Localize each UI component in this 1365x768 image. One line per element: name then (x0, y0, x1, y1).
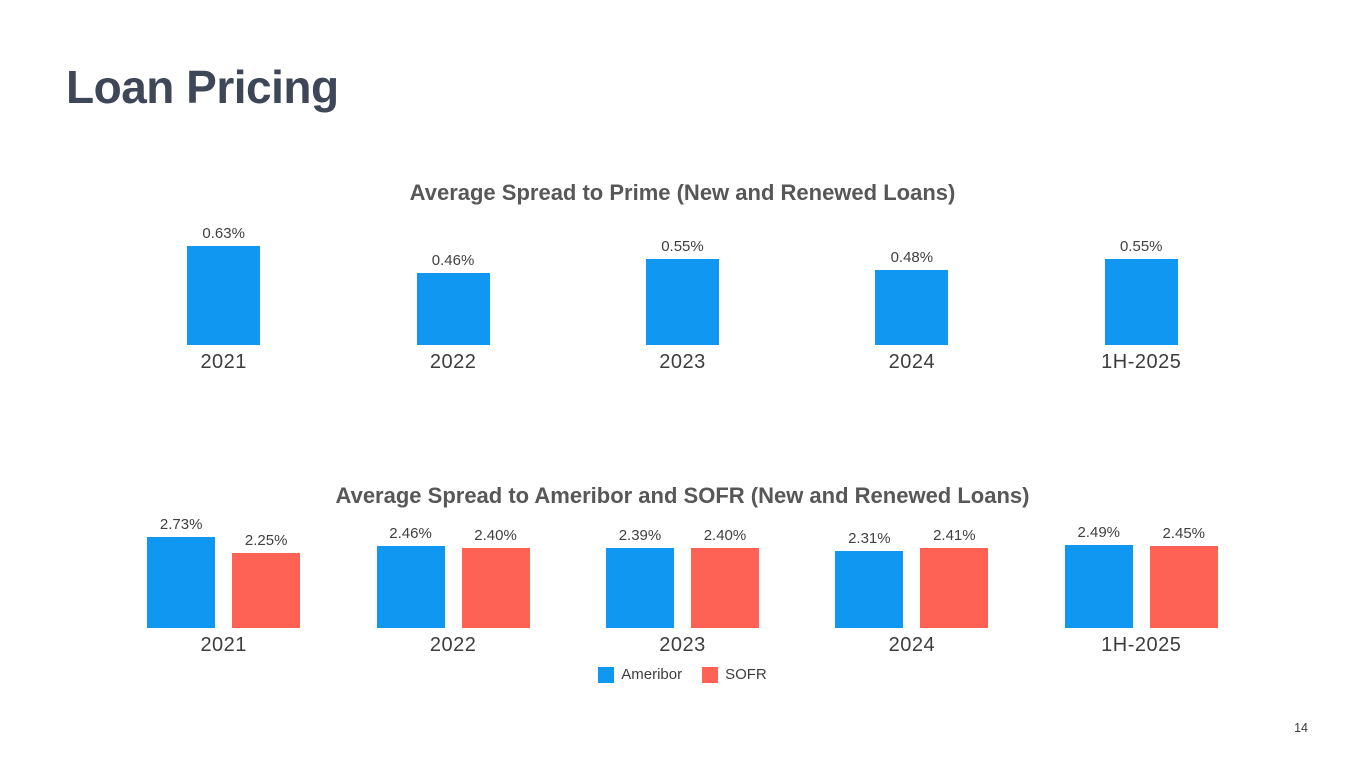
category-label: 2021 (200, 351, 247, 373)
bar-wrap: 2.49% (1064, 524, 1133, 628)
bars-row: 2.39% 2.40% (605, 516, 759, 628)
chart-spread-to-prime: Average Spread to Prime (New and Renewed… (109, 181, 1256, 374)
bar (187, 246, 261, 345)
bar-wrap: 2.41% (920, 527, 989, 628)
chart-legend: Ameribor SOFR (109, 666, 1256, 683)
bars-row: 2.31% 2.41% (835, 516, 989, 628)
chart-title-spread-to-prime: Average Spread to Prime (New and Renewed… (409, 180, 956, 205)
page-number: 14 (1294, 721, 1308, 735)
category-label: 2023 (659, 351, 706, 373)
bar-value-label: 2.49% (1077, 524, 1121, 541)
bar (147, 537, 216, 628)
bar-wrap: 0.55% (1104, 238, 1178, 345)
bar-wrap: 0.48% (875, 249, 949, 345)
bar-value-label: 2.39% (618, 527, 662, 544)
bar (1064, 545, 1133, 628)
category-label: 2024 (888, 634, 936, 656)
bars-row: 0.55% (645, 224, 719, 345)
bars-row: 2.46% 2.40% (376, 516, 530, 628)
bar-value-label: 2.46% (389, 525, 432, 542)
bars-row: 0.48% (875, 224, 949, 345)
bar (1104, 259, 1178, 345)
bar (920, 548, 989, 628)
bar-wrap: 0.55% (645, 238, 719, 345)
page-title: Loan Pricing (66, 61, 339, 113)
bar-wrap: 2.25% (232, 532, 301, 628)
category-label: 1H-2025 (1101, 634, 1182, 656)
legend-item: SOFR (702, 666, 767, 683)
bar-value-label: 0.55% (661, 238, 704, 255)
bars-row: 0.46% (416, 224, 490, 345)
bar-value-label: 2.31% (848, 530, 891, 547)
category-label: 2023 (659, 634, 706, 656)
bar (875, 270, 949, 345)
category-label: 2021 (200, 634, 247, 656)
bar (232, 553, 301, 628)
bar-group: 0.55% 2023 (568, 224, 797, 374)
bar-wrap: 2.40% (461, 527, 530, 628)
bar-wrap: 2.45% (1149, 525, 1218, 628)
bars-row: 2.49% 2.45% (1064, 516, 1218, 628)
bar-wrap: 0.63% (187, 225, 261, 345)
category-label: 2022 (429, 351, 477, 373)
bar-value-label: 0.55% (1119, 238, 1163, 255)
bar-group: 2.46% 2.40% 2022 (338, 516, 567, 657)
bar-value-label: 2.73% (159, 516, 203, 533)
bar (1149, 546, 1218, 628)
bar (461, 548, 530, 628)
bar-group: 2.73% 2.25% 2021 (109, 516, 338, 657)
bar (645, 259, 719, 345)
bar-value-label: 2.25% (244, 532, 288, 549)
bar-wrap: 0.46% (416, 252, 490, 345)
bar-plot-spread-to-prime: 0.63% 2021 0.46% 2022 0.55% 2023 0.48% 2024 0.55… (109, 224, 1256, 374)
bar-value-label: 0.46% (431, 252, 475, 269)
chart-spread-to-ameribor-sofr: Average Spread to Ameribor and SOFR (New… (109, 484, 1256, 683)
bar-wrap: 2.31% (835, 530, 904, 628)
bar-wrap: 2.40% (690, 527, 759, 628)
bars-row: 0.63% (187, 224, 261, 345)
bar-wrap: 2.46% (376, 525, 445, 628)
chart-title-spread-to-ameribor-sofr: Average Spread to Ameribor and SOFR (New… (335, 483, 1030, 508)
legend-label: Ameribor (621, 666, 683, 683)
bar-wrap: 2.73% (147, 516, 216, 628)
bar-group: 2.49% 2.45% 1H-2025 (1027, 516, 1256, 657)
bar-value-label: 2.40% (703, 527, 747, 544)
bar-wrap: 2.39% (605, 527, 674, 628)
bar (835, 551, 904, 628)
bar (690, 548, 759, 628)
bar-value-label: 0.48% (890, 249, 934, 266)
bars-row: 0.55% (1104, 224, 1178, 345)
bar-value-label: 0.63% (202, 225, 245, 242)
category-label: 2024 (888, 351, 936, 373)
bar-group: 0.63% 2021 (109, 224, 338, 374)
bar-value-label: 2.40% (474, 527, 517, 544)
bar-group: 0.46% 2022 (338, 224, 567, 374)
category-label: 1H-2025 (1101, 351, 1182, 373)
bar-group: 2.39% 2.40% 2023 (568, 516, 797, 657)
bar (416, 273, 490, 345)
category-label: 2022 (429, 634, 477, 656)
bar (376, 546, 445, 628)
bar-plot-spread-to-ameribor-sofr: 2.73% 2.25% 2021 2.46% 2.40% 2022 2.39% 2.40% 20… (109, 516, 1256, 657)
bar-group: 0.55% 1H-2025 (1027, 224, 1256, 374)
bar-group: 2.31% 2.41% 2024 (797, 516, 1026, 657)
bar-value-label: 2.45% (1162, 525, 1206, 542)
bar (605, 548, 674, 628)
bars-row: 2.73% 2.25% (147, 516, 301, 628)
bar-group: 0.48% 2024 (797, 224, 1026, 374)
legend-swatch (702, 666, 719, 683)
bar-value-label: 2.41% (933, 527, 976, 544)
legend-label: SOFR (725, 666, 767, 683)
legend-swatch (598, 666, 615, 683)
legend-item: Ameribor (598, 666, 682, 683)
